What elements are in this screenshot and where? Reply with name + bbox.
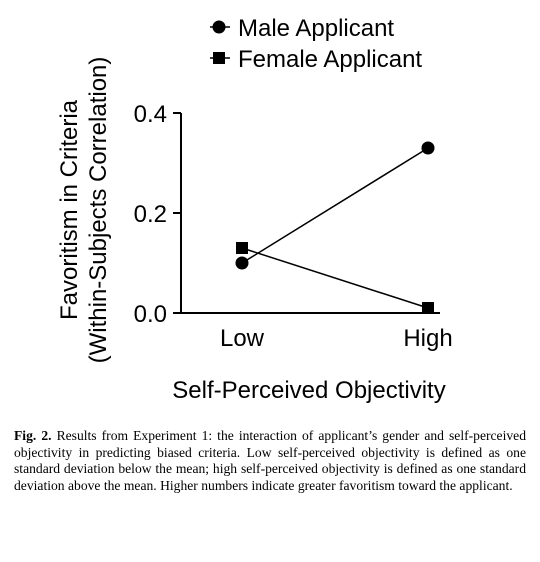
x-tick-label-high: High [403, 325, 452, 352]
y-ticks: 0.0 0.2 0.4 [134, 101, 181, 328]
x-axis-label: Self-Perceived Objectivity [172, 377, 445, 404]
y-axis-label-line2: (Within-Subjects Correlation) [85, 57, 112, 364]
data-point-female-high [422, 302, 434, 314]
legend-label-female: Female Applicant [238, 46, 422, 73]
data-point-male-high [421, 141, 435, 155]
caption-label: Fig. 2. [14, 428, 52, 443]
chart-area: Male Applicant Female Applicant 0.0 0.2 0.… [56, 15, 453, 404]
legend-marker-circle [212, 20, 226, 34]
series-layer [235, 141, 435, 314]
y-tick-label: 0.2 [134, 201, 167, 228]
legend: Male Applicant Female Applicant [210, 15, 422, 73]
legend-item-female: Female Applicant [210, 46, 422, 73]
y-tick-label: 0.0 [134, 301, 167, 328]
data-point-female-low [236, 242, 248, 254]
figure-caption: Fig. 2. Results from Experiment 1: the i… [14, 428, 526, 494]
x-tick-label-low: Low [220, 325, 265, 352]
legend-label-male: Male Applicant [238, 15, 394, 42]
legend-item-male: Male Applicant [210, 15, 394, 42]
series-line-female [241, 247, 429, 309]
y-tick-label: 0.4 [134, 101, 167, 128]
series-line-male [241, 147, 429, 264]
y-axis-label-line1: Favoritism in Criteria [56, 99, 83, 320]
line-chart: Male Applicant Female Applicant 0.00.20.… [56, 15, 453, 404]
data-point-male-low [235, 256, 249, 270]
caption-text: Results from Experiment 1: the interacti… [14, 428, 526, 493]
legend-marker-square [213, 52, 225, 64]
